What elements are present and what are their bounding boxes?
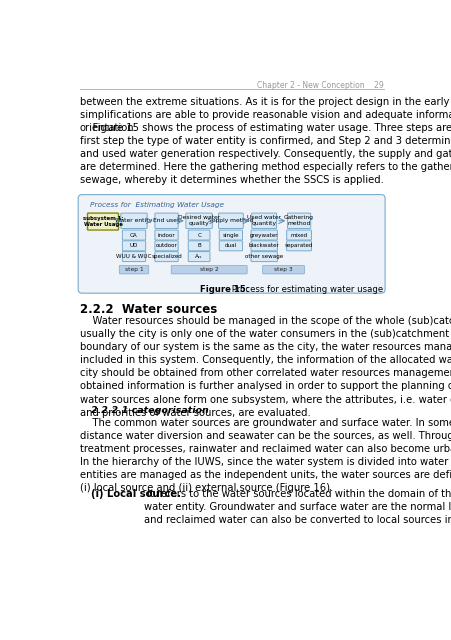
- Text: step 3: step 3: [274, 267, 292, 272]
- FancyBboxPatch shape: [286, 230, 311, 240]
- FancyBboxPatch shape: [171, 266, 247, 274]
- FancyBboxPatch shape: [287, 213, 310, 228]
- FancyBboxPatch shape: [188, 252, 209, 262]
- Text: Supply method: Supply method: [207, 218, 253, 223]
- FancyBboxPatch shape: [155, 252, 178, 262]
- FancyBboxPatch shape: [262, 266, 304, 274]
- Text: Desired water
quality: Desired water quality: [178, 216, 220, 226]
- Text: WUU & WUC: WUU & WUC: [116, 254, 152, 259]
- Text: Figure 15 shows the process of estimating water usage. Three steps are identifie: Figure 15 shows the process of estimatin…: [79, 123, 451, 185]
- FancyBboxPatch shape: [155, 213, 178, 228]
- Text: Chapter 2 - New Conception    29: Chapter 2 - New Conception 29: [256, 81, 383, 90]
- FancyBboxPatch shape: [219, 241, 242, 251]
- Text: blackwater: blackwater: [248, 243, 279, 248]
- Text: (i) Local source.: (i) Local source.: [90, 489, 180, 499]
- Text: indoor: indoor: [157, 232, 175, 237]
- Text: It refers to the water sources located within the domain of the designed
water e: It refers to the water sources located w…: [143, 489, 451, 525]
- FancyBboxPatch shape: [251, 213, 276, 228]
- FancyBboxPatch shape: [155, 230, 178, 240]
- Text: Aᵣₛ: Aᵣₛ: [195, 254, 202, 259]
- Text: step 2: step 2: [199, 267, 218, 272]
- FancyBboxPatch shape: [185, 213, 212, 228]
- Text: B: B: [197, 243, 201, 248]
- FancyBboxPatch shape: [250, 252, 277, 262]
- Text: End uses: End uses: [153, 218, 179, 223]
- Text: dual: dual: [224, 243, 236, 248]
- Text: step 1: step 1: [124, 267, 143, 272]
- Text: mixed: mixed: [290, 232, 307, 237]
- Text: 2.2.2  Water sources: 2.2.2 Water sources: [79, 303, 216, 316]
- FancyBboxPatch shape: [219, 230, 242, 240]
- Text: subsystem 1:
Water Usage: subsystem 1: Water Usage: [83, 216, 123, 227]
- Text: The common water sources are groundwater and surface water. In some cases, long
: The common water sources are groundwater…: [79, 418, 451, 493]
- Text: Water entity: Water entity: [115, 218, 152, 223]
- FancyBboxPatch shape: [218, 213, 243, 228]
- FancyBboxPatch shape: [87, 213, 118, 230]
- FancyBboxPatch shape: [155, 241, 178, 251]
- Text: other sewage: other sewage: [244, 254, 283, 259]
- FancyBboxPatch shape: [188, 241, 209, 251]
- Text: specialized: specialized: [151, 254, 181, 259]
- FancyBboxPatch shape: [250, 230, 277, 240]
- FancyBboxPatch shape: [286, 241, 311, 251]
- FancyBboxPatch shape: [122, 230, 145, 240]
- Text: Used water
quantity: Used water quantity: [247, 216, 281, 226]
- FancyBboxPatch shape: [122, 252, 145, 262]
- FancyBboxPatch shape: [119, 266, 148, 274]
- Text: C: C: [197, 232, 201, 237]
- Text: Water resources should be managed in the scope of the whole (sub)catchment area,: Water resources should be managed in the…: [79, 316, 451, 417]
- Text: Process for estimating water usage: Process for estimating water usage: [229, 285, 382, 294]
- Text: Gathering
method: Gathering method: [283, 216, 313, 226]
- Text: separated: separated: [284, 243, 313, 248]
- Text: Figure 15:: Figure 15:: [199, 285, 249, 294]
- FancyBboxPatch shape: [78, 195, 384, 293]
- Text: CA: CA: [130, 232, 138, 237]
- FancyBboxPatch shape: [122, 241, 145, 251]
- Text: UD: UD: [129, 243, 138, 248]
- Text: greywater: greywater: [249, 232, 278, 237]
- FancyBboxPatch shape: [250, 241, 277, 251]
- Text: single: single: [222, 232, 239, 237]
- FancyBboxPatch shape: [188, 230, 209, 240]
- Text: 2.2.2.1 categorisation: 2.2.2.1 categorisation: [90, 406, 208, 415]
- Text: between the extreme situations. As it is for the project design in the early sta: between the extreme situations. As it is…: [79, 97, 451, 133]
- FancyBboxPatch shape: [120, 213, 147, 228]
- Text: Process for  Estimating Water Usage: Process for Estimating Water Usage: [90, 202, 223, 207]
- Text: outdoor: outdoor: [155, 243, 177, 248]
